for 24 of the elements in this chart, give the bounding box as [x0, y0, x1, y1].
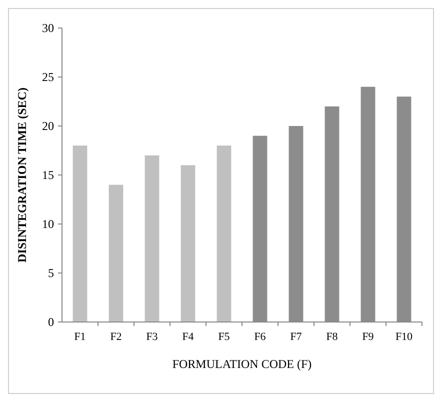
x-tick-label: F10	[395, 331, 414, 343]
bar	[72, 146, 88, 322]
bar	[180, 165, 196, 322]
x-tick-label: F9	[362, 331, 374, 343]
y-axis-title: DISINTEGRATION TIME (SEC)	[15, 88, 29, 262]
x-tick-label: F5	[218, 331, 230, 343]
x-tick-label: F6	[254, 331, 266, 343]
y-tick-label: 5	[48, 266, 54, 280]
y-tick-label: 25	[42, 70, 54, 84]
y-tick-label: 30	[42, 21, 54, 36]
x-tick-label: F1	[74, 331, 86, 343]
x-tick-label: F4	[182, 331, 194, 343]
y-tick-label: 15	[42, 168, 54, 182]
bar	[144, 155, 160, 322]
x-axis-title: FORMULATION CODE (F)	[172, 357, 312, 371]
y-tick-label: 20	[42, 119, 54, 134]
y-tick-label: 10	[42, 217, 54, 232]
x-tick-label: F2	[110, 331, 122, 343]
y-tick-label: 0	[48, 315, 54, 330]
x-tick-label: F8	[326, 331, 338, 343]
bar	[216, 146, 232, 322]
bar	[108, 184, 124, 322]
x-tick-label: F7	[290, 331, 302, 343]
x-tick-label: F3	[146, 331, 158, 343]
